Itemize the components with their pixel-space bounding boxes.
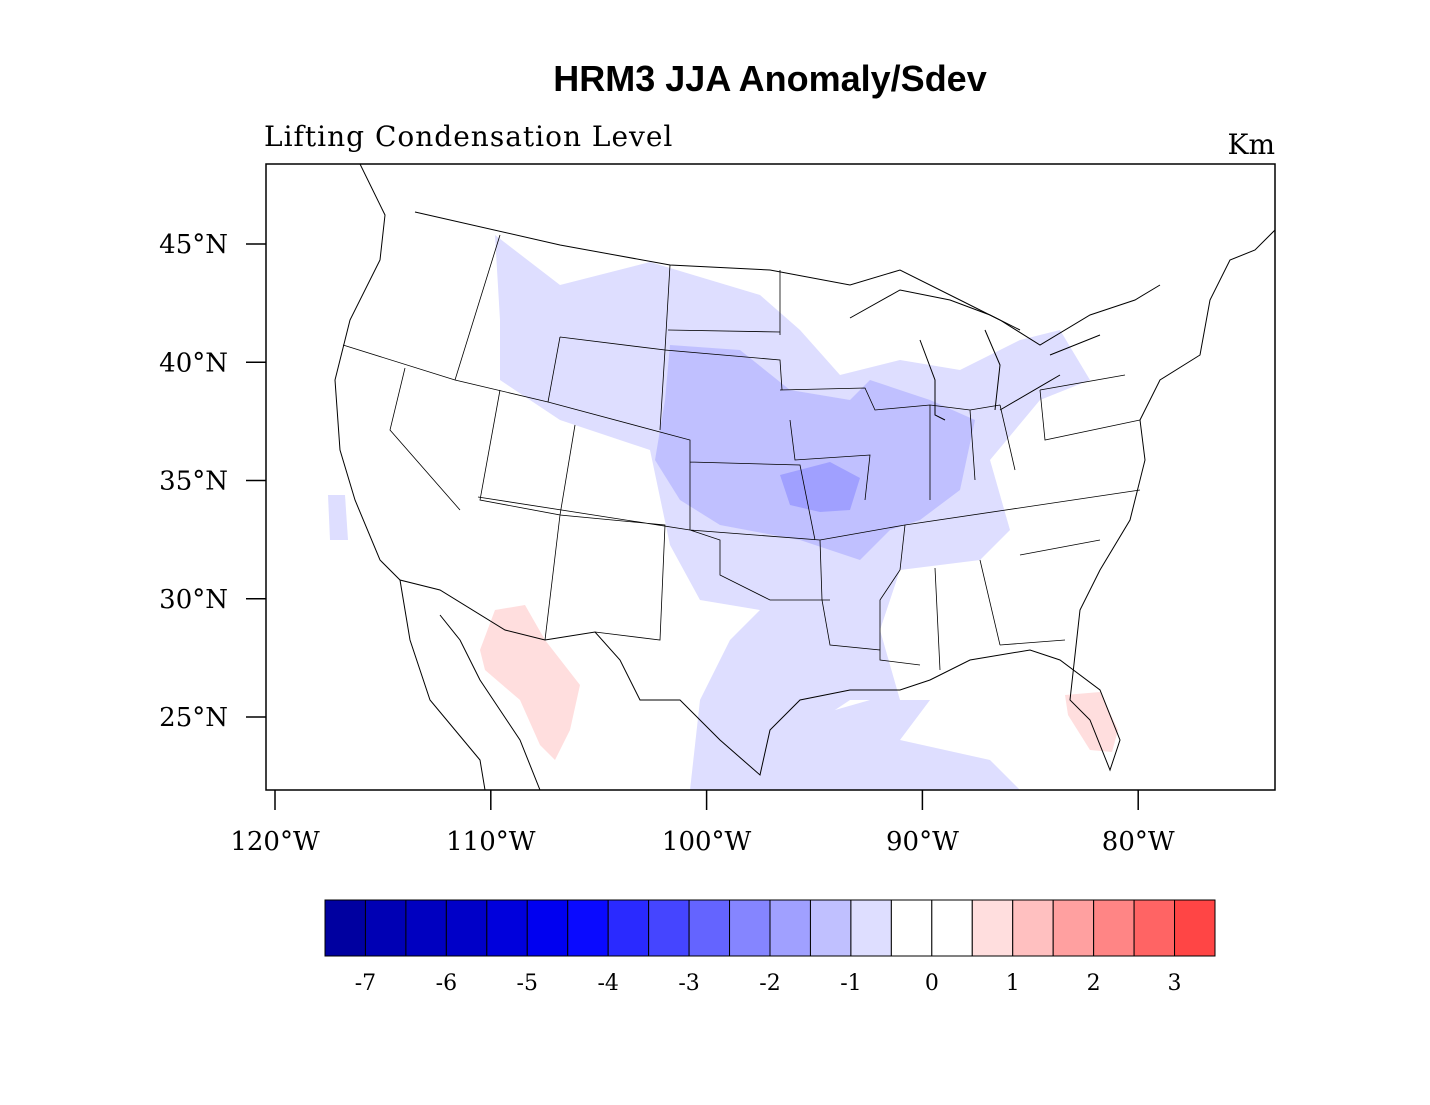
colorbar-label: -5 bbox=[517, 971, 538, 996]
colorbar-label: 0 bbox=[925, 971, 939, 996]
colorbar: -7 -6 -5 -4 -3 -2 -1 0 1 2 3 bbox=[324, 899, 1216, 996]
lat-tick-label: 40°N bbox=[159, 348, 228, 378]
colorbar-swatch bbox=[526, 899, 569, 957]
colorbar-label: -6 bbox=[436, 971, 457, 996]
anomaly-plus1-florida bbox=[1065, 692, 1118, 752]
colorbar-swatch bbox=[445, 899, 488, 957]
lat-tick-label: 25°N bbox=[159, 703, 228, 733]
colorbar-swatch bbox=[688, 899, 731, 957]
colorbar-label: -4 bbox=[597, 971, 618, 996]
colorbar-label: -2 bbox=[759, 971, 780, 996]
colorbar-swatch bbox=[1133, 899, 1176, 957]
coastline bbox=[334, 164, 1275, 776]
anomaly-minus1-5-region bbox=[655, 345, 975, 560]
colorbar-swatch bbox=[1174, 899, 1216, 957]
colorbar-swatch bbox=[486, 899, 528, 957]
colorbar-label: -3 bbox=[678, 971, 699, 996]
baja-coast bbox=[399, 579, 541, 790]
lon-tick-label: 80°W bbox=[1102, 827, 1175, 857]
map-axes: 45°N 40°N 35°N 30°N 25°N 120°W 110°W 100°W 90°W 8… bbox=[159, 230, 1175, 857]
map-layer bbox=[328, 164, 1275, 790]
international-border bbox=[414, 211, 1161, 346]
anomaly-minus1-westcoast bbox=[328, 495, 348, 540]
colorbar-label: -7 bbox=[355, 971, 376, 996]
colorbar-label: 2 bbox=[1087, 971, 1101, 996]
colorbar-swatch bbox=[1052, 899, 1095, 957]
colorbar-swatch bbox=[1093, 899, 1135, 957]
anomaly-minus2-region bbox=[780, 462, 860, 512]
colorbar-swatch bbox=[324, 899, 366, 957]
map-frame bbox=[265, 163, 1276, 791]
colorbar-swatch bbox=[1012, 899, 1054, 957]
colorbar-label: -1 bbox=[840, 971, 861, 996]
colorbar-swatch bbox=[769, 899, 811, 957]
lat-tick-label: 35°N bbox=[159, 467, 228, 497]
colorbar-swatch bbox=[364, 899, 407, 957]
great-lakes bbox=[849, 289, 1101, 421]
colorbar-label: 1 bbox=[1006, 971, 1020, 996]
lon-tick-label: 90°W bbox=[886, 827, 959, 857]
colorbar-swatch bbox=[971, 899, 1014, 957]
colorbar-swatch bbox=[809, 899, 852, 957]
colorbar-label: 3 bbox=[1168, 971, 1182, 996]
colorbar-swatch bbox=[405, 899, 447, 957]
state-boundaries bbox=[342, 234, 1141, 671]
colorbar-swatch bbox=[931, 899, 973, 957]
lon-tick-label: 110°W bbox=[446, 827, 536, 857]
colorbar-swatch bbox=[850, 899, 892, 957]
plot-title: HRM3 JJA Anomaly/Sdev bbox=[553, 58, 987, 99]
lon-tick-label: 120°W bbox=[230, 827, 320, 857]
lat-tick-label: 45°N bbox=[159, 230, 228, 260]
colorbar-swatch bbox=[648, 899, 690, 957]
colorbar-swatch bbox=[890, 899, 933, 957]
lon-tick-label: 100°W bbox=[662, 827, 752, 857]
anomaly-minus1-gulf bbox=[780, 700, 1020, 790]
colorbar-swatch bbox=[567, 899, 609, 957]
anomaly-plus1-mexico bbox=[480, 605, 580, 760]
lat-tick-label: 30°N bbox=[159, 585, 228, 615]
units-label: Km bbox=[1227, 128, 1275, 161]
colorbar-swatch bbox=[607, 899, 650, 957]
variable-label: Lifting Condensation Level bbox=[264, 120, 674, 153]
colorbar-swatch bbox=[729, 899, 771, 957]
